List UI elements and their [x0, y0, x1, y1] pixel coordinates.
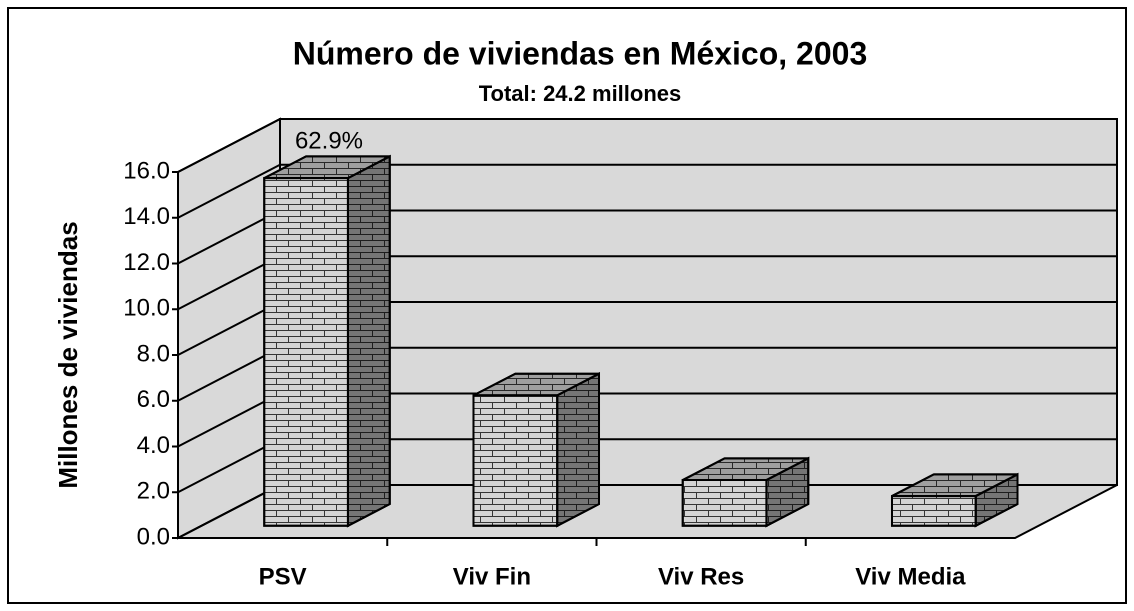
chart-title: Número de viviendas en México, 2003	[293, 35, 867, 71]
bar-front	[472, 394, 559, 527]
bar-front	[890, 495, 977, 527]
y-tick-label: 4.0	[137, 432, 170, 459]
x-tick-label: Viv Fin	[453, 563, 531, 590]
y-axis-title: Millones de viviendas	[53, 221, 83, 488]
chart-subtitle: Total: 24.2 millones	[479, 81, 682, 106]
y-tick-label: 16.0	[123, 157, 170, 184]
bar-side	[346, 154, 391, 528]
x-tick-label: Viv Media	[855, 563, 966, 590]
data-label: 62.9%	[295, 128, 363, 155]
y-tick-label: 12.0	[123, 249, 170, 276]
bar	[890, 472, 1019, 528]
bar-side	[556, 372, 601, 528]
bar	[472, 372, 601, 528]
y-tick-label: 14.0	[123, 203, 170, 230]
y-tick-label: 2.0	[137, 478, 170, 505]
x-tick-label: Viv Res	[658, 563, 744, 590]
bar	[263, 154, 391, 528]
grid-line	[177, 118, 1117, 173]
plot-area: 0.0 2.0 4.0 6.0 8.0 10.0 12.0 14.0 16.0 PSV Viv Fi…	[123, 117, 1118, 590]
grid-line	[177, 163, 1117, 219]
bar-front	[681, 479, 768, 527]
bar	[681, 456, 810, 528]
y-tick-label: 8.0	[137, 340, 170, 367]
y-tick-label: 10.0	[123, 295, 170, 322]
bar-front	[263, 177, 349, 527]
y-tick-label: 0.0	[137, 523, 170, 550]
x-tick-label: PSV	[259, 563, 307, 590]
y-tick-label: 6.0	[137, 386, 170, 413]
